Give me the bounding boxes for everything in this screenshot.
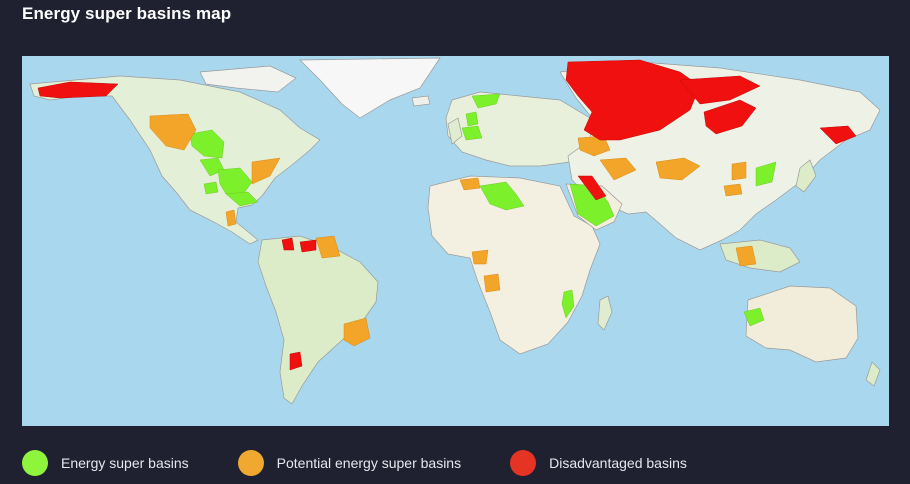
basin-potential-south-china[interactable] [723,183,743,197]
landmass-africa [427,175,601,355]
basin-super-ordos[interactable] [755,161,777,187]
landmass-britain [447,117,463,145]
orange-circle-icon [237,450,264,476]
legend-label-potential: Potential energy super basins [276,455,462,471]
basin-potential-west-africa[interactable] [471,249,489,265]
basin-disadvantaged-venezuela[interactable] [281,237,295,251]
basin-super-gulf[interactable] [225,191,259,207]
basin-disadvantaged-alaska[interactable] [37,81,119,99]
landmass-greenland [299,57,441,119]
disadvantaged-basins [37,59,857,371]
energy-super-basins [189,93,777,327]
landmass-new-zealand [865,361,881,387]
landmass-europe [445,91,593,167]
basin-potential-mexico[interactable] [225,209,237,227]
page-title: Energy super basins map [22,4,232,23]
basin-potential-north-africa[interactable] [459,177,481,191]
basin-super-west-texas[interactable] [203,181,219,195]
basin-super-uk[interactable] [461,125,483,141]
basin-super-alberta[interactable] [189,129,225,159]
basin-disadvantaged-argentina[interactable] [289,351,303,371]
basin-super-northwest-shelf[interactable] [743,307,765,327]
green-circle-icon [22,450,48,476]
landmass-australia [745,285,859,363]
basin-potential-venezuela[interactable] [315,235,341,259]
legend-item-potential[interactable]: Potential energy super basins [237,450,462,476]
red-circle-icon [510,450,537,476]
basin-disadvantaged-colombia[interactable] [299,239,317,253]
basin-disadvantaged-sakhalin[interactable] [819,125,857,145]
basin-potential-zagros[interactable] [599,157,637,181]
landmass-south-america [257,235,379,405]
legend-label-super: Energy super basins [61,455,189,471]
basin-super-norway[interactable] [471,93,501,109]
potential-basins [149,113,757,347]
world-map[interactable] [22,56,889,426]
landmass-arctic-islands [199,65,297,93]
basin-potential-central-asia[interactable] [655,157,701,181]
basin-super-north-sea[interactable] [465,111,479,127]
basin-potential-appalachia[interactable] [251,157,281,185]
map-svg [22,56,889,426]
basin-disadvantaged-yakutia[interactable] [703,99,757,135]
basin-potential-alaska-north[interactable] [149,113,197,151]
legend-item-disadvantaged[interactable]: Disadvantaged basins [510,450,687,476]
basin-super-east-africa[interactable] [561,289,575,319]
basin-disadvantaged-arabia-north[interactable] [577,175,607,201]
basin-disadvantaged-west-siberia[interactable] [565,59,701,141]
landmass-iceland [411,95,431,107]
basin-potential-brazil[interactable] [343,317,371,347]
basin-potential-borneo[interactable] [735,245,757,267]
basin-disadvantaged-east-siberia[interactable] [679,75,761,105]
basin-potential-sichuan[interactable] [731,161,747,181]
legend-item-super[interactable]: Energy super basins [22,450,189,476]
legend: Energy super basins Potential energy sup… [22,449,736,477]
landmass-madagascar [597,295,613,331]
basin-super-sirte[interactable] [479,181,525,211]
basin-potential-congo[interactable] [483,273,501,293]
legend-label-disadvantaged: Disadvantaged basins [549,455,687,471]
landmass-japan [795,159,817,193]
